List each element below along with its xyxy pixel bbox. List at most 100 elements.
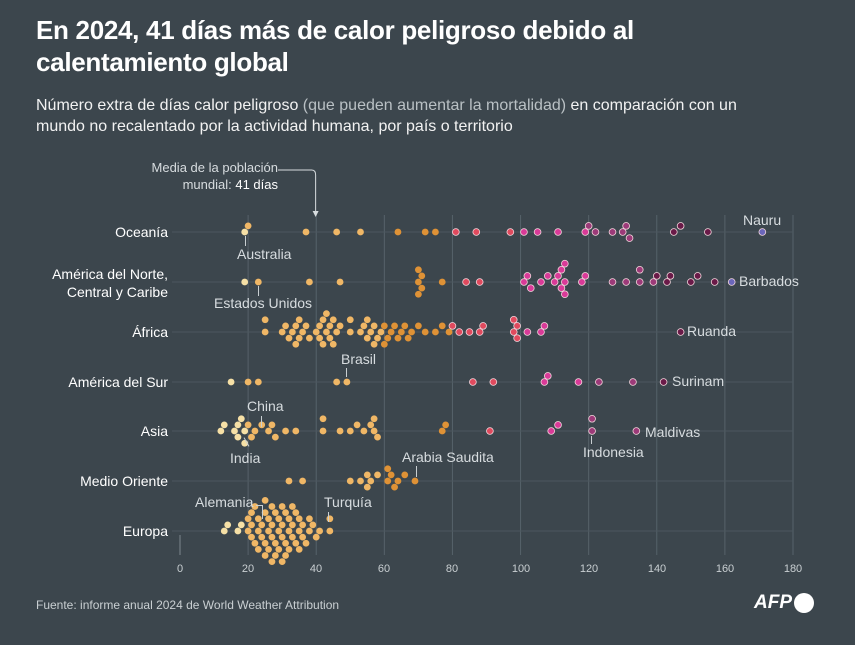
data-point bbox=[727, 278, 736, 286]
data-point bbox=[418, 284, 426, 292]
data-point bbox=[285, 527, 293, 535]
x-tick: 140 bbox=[647, 563, 667, 575]
data-point bbox=[418, 272, 426, 280]
data-point bbox=[336, 427, 344, 435]
subtitle-main: Número extra de días calor peligroso bbox=[36, 97, 303, 114]
data-point bbox=[220, 527, 228, 535]
data-point bbox=[251, 427, 259, 435]
data-point bbox=[288, 328, 296, 336]
data-point bbox=[506, 228, 515, 236]
data-point bbox=[704, 228, 712, 236]
data-point bbox=[462, 278, 470, 286]
data-point bbox=[475, 278, 484, 286]
data-point bbox=[438, 278, 446, 286]
leader-indonesia bbox=[591, 436, 592, 444]
data-point bbox=[268, 521, 276, 529]
data-point bbox=[336, 278, 344, 286]
data-point bbox=[622, 222, 630, 230]
data-point bbox=[333, 378, 341, 386]
data-point bbox=[241, 427, 249, 435]
data-point bbox=[581, 272, 590, 280]
leader-turquia bbox=[328, 512, 329, 522]
data-point bbox=[261, 509, 269, 517]
data-point bbox=[326, 527, 334, 535]
data-point bbox=[374, 471, 381, 479]
label-alemania: Alemania bbox=[195, 494, 254, 510]
data-point bbox=[254, 515, 262, 523]
data-point bbox=[248, 521, 255, 529]
data-point bbox=[455, 328, 464, 336]
data-point bbox=[254, 278, 262, 286]
data-point bbox=[261, 539, 269, 547]
data-point bbox=[363, 316, 371, 324]
x-tick: 120 bbox=[579, 563, 599, 575]
data-point bbox=[353, 421, 361, 429]
data-point bbox=[377, 328, 385, 336]
data-point bbox=[288, 503, 296, 510]
data-point bbox=[333, 328, 341, 336]
label-india: India bbox=[230, 450, 261, 466]
data-point bbox=[319, 427, 327, 435]
data-point bbox=[523, 328, 532, 336]
data-point bbox=[414, 266, 422, 274]
label-surinam: Surinam bbox=[672, 373, 725, 389]
data-point bbox=[380, 322, 388, 330]
data-point bbox=[265, 545, 272, 553]
data-point bbox=[244, 222, 252, 230]
data-point bbox=[292, 427, 300, 435]
data-point bbox=[489, 378, 498, 386]
data-point bbox=[557, 284, 566, 292]
leader-china bbox=[261, 416, 262, 427]
label-australia: Australia bbox=[237, 246, 292, 262]
data-point bbox=[299, 477, 306, 485]
data-point bbox=[588, 427, 596, 435]
data-point bbox=[231, 427, 238, 435]
data-point bbox=[438, 322, 446, 330]
afp-logo-dot bbox=[794, 593, 814, 613]
data-point bbox=[323, 328, 330, 336]
data-point bbox=[414, 322, 422, 330]
data-point bbox=[676, 328, 685, 336]
data-point bbox=[404, 334, 412, 342]
data-point bbox=[557, 265, 566, 274]
label-china: China bbox=[247, 398, 284, 414]
data-point bbox=[479, 322, 487, 330]
data-point bbox=[574, 378, 583, 386]
row-label-oceania: Oceanía bbox=[115, 224, 168, 240]
data-point bbox=[670, 228, 678, 236]
row-label-africa: África bbox=[132, 324, 168, 340]
data-point bbox=[374, 334, 381, 342]
data-point bbox=[486, 427, 494, 435]
data-point bbox=[333, 228, 341, 236]
data-point bbox=[234, 527, 242, 535]
data-point bbox=[357, 228, 364, 236]
data-point bbox=[452, 228, 460, 236]
data-point bbox=[278, 533, 286, 541]
label-arabia-saudita: Arabia Saudita bbox=[402, 449, 494, 465]
data-point bbox=[241, 278, 249, 286]
data-point bbox=[384, 465, 392, 473]
data-point bbox=[258, 521, 266, 529]
data-point bbox=[299, 328, 306, 336]
data-point bbox=[367, 477, 375, 485]
data-point bbox=[261, 497, 269, 504]
leader-estados-unidos bbox=[258, 286, 259, 296]
data-point bbox=[285, 334, 293, 342]
data-point bbox=[394, 477, 402, 485]
data-point bbox=[591, 228, 600, 236]
data-point bbox=[414, 278, 422, 286]
data-point bbox=[285, 477, 293, 485]
data-point bbox=[520, 278, 528, 286]
data-point bbox=[421, 328, 429, 336]
data-point bbox=[224, 521, 232, 529]
data-point bbox=[384, 477, 392, 485]
data-point bbox=[261, 328, 269, 336]
data-point bbox=[547, 427, 556, 435]
data-point bbox=[268, 421, 276, 429]
data-point bbox=[292, 539, 300, 547]
row-label-europa: Europa bbox=[122, 523, 168, 539]
data-point bbox=[588, 414, 596, 423]
data-point bbox=[513, 334, 521, 342]
data-point bbox=[288, 521, 296, 529]
